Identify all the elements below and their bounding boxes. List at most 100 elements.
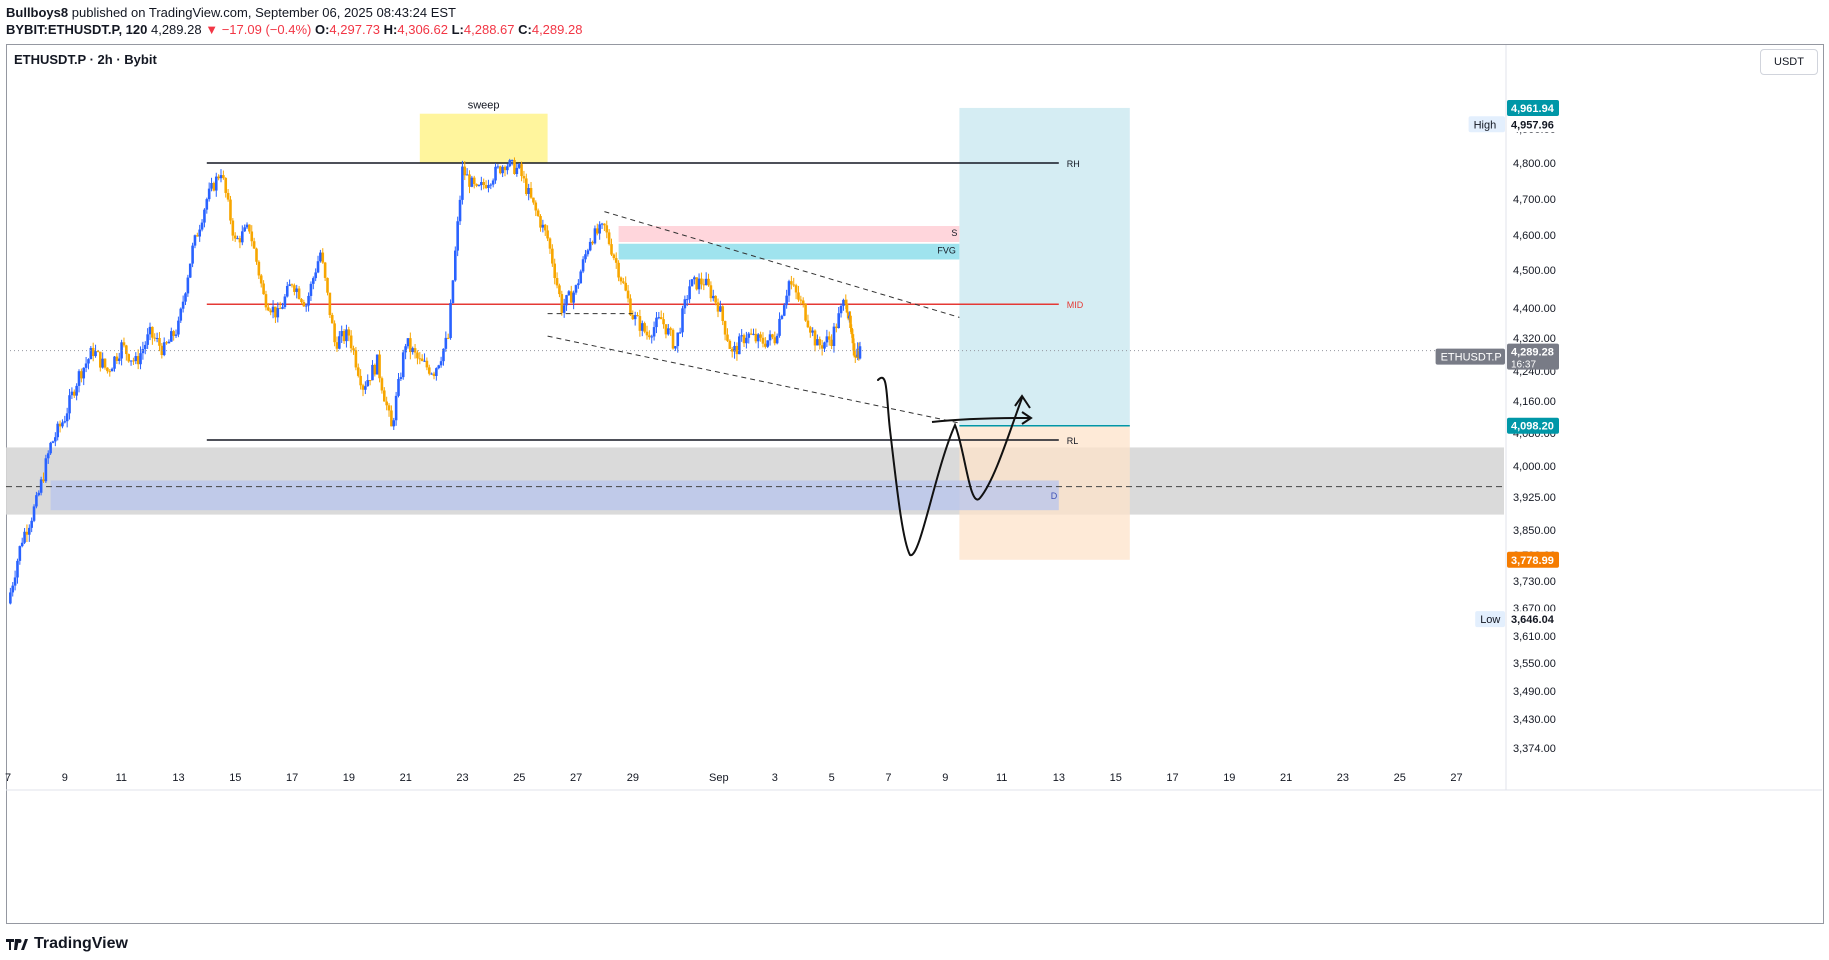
candle-body (823, 342, 826, 349)
fvg-zone (618, 243, 960, 260)
candle-body (697, 278, 701, 290)
candle-body (830, 339, 833, 346)
x-tick-label: 19 (1223, 772, 1235, 784)
candle-body (314, 272, 317, 279)
candle-body (193, 235, 197, 246)
candle-body (347, 329, 351, 336)
candle-body (756, 334, 760, 342)
candle-body (548, 238, 552, 249)
candle-body (555, 277, 559, 286)
candle-body (451, 280, 455, 304)
candle-body (850, 328, 854, 335)
candle-body (323, 262, 327, 278)
candle-body (794, 285, 798, 293)
currency-button[interactable]: USDT (1760, 49, 1818, 75)
candle-body (46, 453, 50, 459)
x-tick-label: 23 (1337, 772, 1349, 784)
candle-body (406, 338, 410, 347)
candle-body (425, 360, 429, 368)
candle-body (787, 281, 791, 296)
candle-body (657, 317, 661, 319)
candle-body (605, 225, 609, 233)
candle-body (527, 188, 530, 194)
candle-body (816, 339, 819, 346)
candle-body (349, 335, 353, 349)
candle-body (54, 437, 57, 442)
candle-body (319, 252, 322, 262)
candle-body (643, 323, 646, 332)
candle-body (333, 323, 336, 343)
candle-body (517, 164, 521, 168)
candle-body (688, 286, 691, 300)
candle-body (91, 347, 95, 357)
candle-body (588, 241, 592, 251)
candle-body (250, 231, 254, 242)
candle-body (844, 299, 848, 304)
candle-body (136, 356, 140, 365)
candle-body (300, 299, 303, 303)
candle-body (716, 302, 720, 312)
sweep-zone (419, 113, 548, 163)
candle-body (94, 351, 97, 357)
candle-body (361, 385, 365, 390)
candle-body (103, 358, 107, 368)
candle-body (671, 329, 675, 349)
candle-body (106, 367, 109, 372)
candle-body (335, 342, 339, 349)
candle-body (730, 348, 734, 352)
price-badge-value: 4,957.96 (1511, 119, 1554, 131)
candle-body (342, 331, 346, 342)
candle-body (603, 223, 606, 226)
candle-body (127, 354, 130, 362)
candle-body (352, 348, 355, 351)
candle-body (259, 275, 263, 284)
candle-body (307, 295, 310, 306)
candle-body (449, 303, 452, 338)
candle-body (468, 174, 471, 187)
candle-body (749, 333, 753, 335)
candle-body (101, 358, 104, 368)
x-tick-label: 21 (400, 772, 412, 784)
candle-body (200, 222, 204, 230)
price-badge-label-box (1475, 611, 1505, 628)
candle-body (482, 182, 485, 186)
candle-body (513, 159, 516, 175)
x-tick-label: 29 (627, 772, 639, 784)
candle-body (330, 314, 334, 324)
candle-body (825, 336, 829, 343)
candle-body (721, 306, 725, 322)
candle-body (465, 174, 469, 176)
candle-body (470, 177, 474, 187)
candle-body (745, 337, 748, 344)
candle-body (813, 330, 817, 346)
candle-body (747, 333, 751, 338)
candle-body (596, 228, 599, 234)
candle-body (312, 278, 315, 284)
candle-body (780, 315, 784, 319)
candle-body (179, 308, 183, 321)
candle-body (170, 331, 173, 342)
publisher-name[interactable]: Bullboys8 (6, 5, 69, 20)
candle-body (416, 352, 419, 359)
candle-body (508, 160, 512, 167)
candle-body (430, 373, 433, 375)
x-tick-label: 25 (513, 772, 525, 784)
candle-body (188, 263, 192, 278)
candle-body (217, 176, 220, 179)
candle-body (229, 199, 232, 221)
candle-body (214, 176, 218, 191)
candle-body (146, 334, 149, 345)
candle-body (525, 178, 528, 194)
x-tick-label: 15 (229, 772, 241, 784)
candle-body (506, 166, 509, 171)
candle-body (271, 306, 275, 313)
candle-body (614, 258, 618, 263)
candle-body (835, 326, 838, 329)
candle-body (243, 227, 246, 232)
price-change: −17.09 (−0.4%) (221, 22, 312, 37)
candle-body (87, 359, 90, 364)
candle-body (714, 295, 717, 303)
candle-body (210, 182, 213, 189)
candle-body (304, 305, 308, 307)
